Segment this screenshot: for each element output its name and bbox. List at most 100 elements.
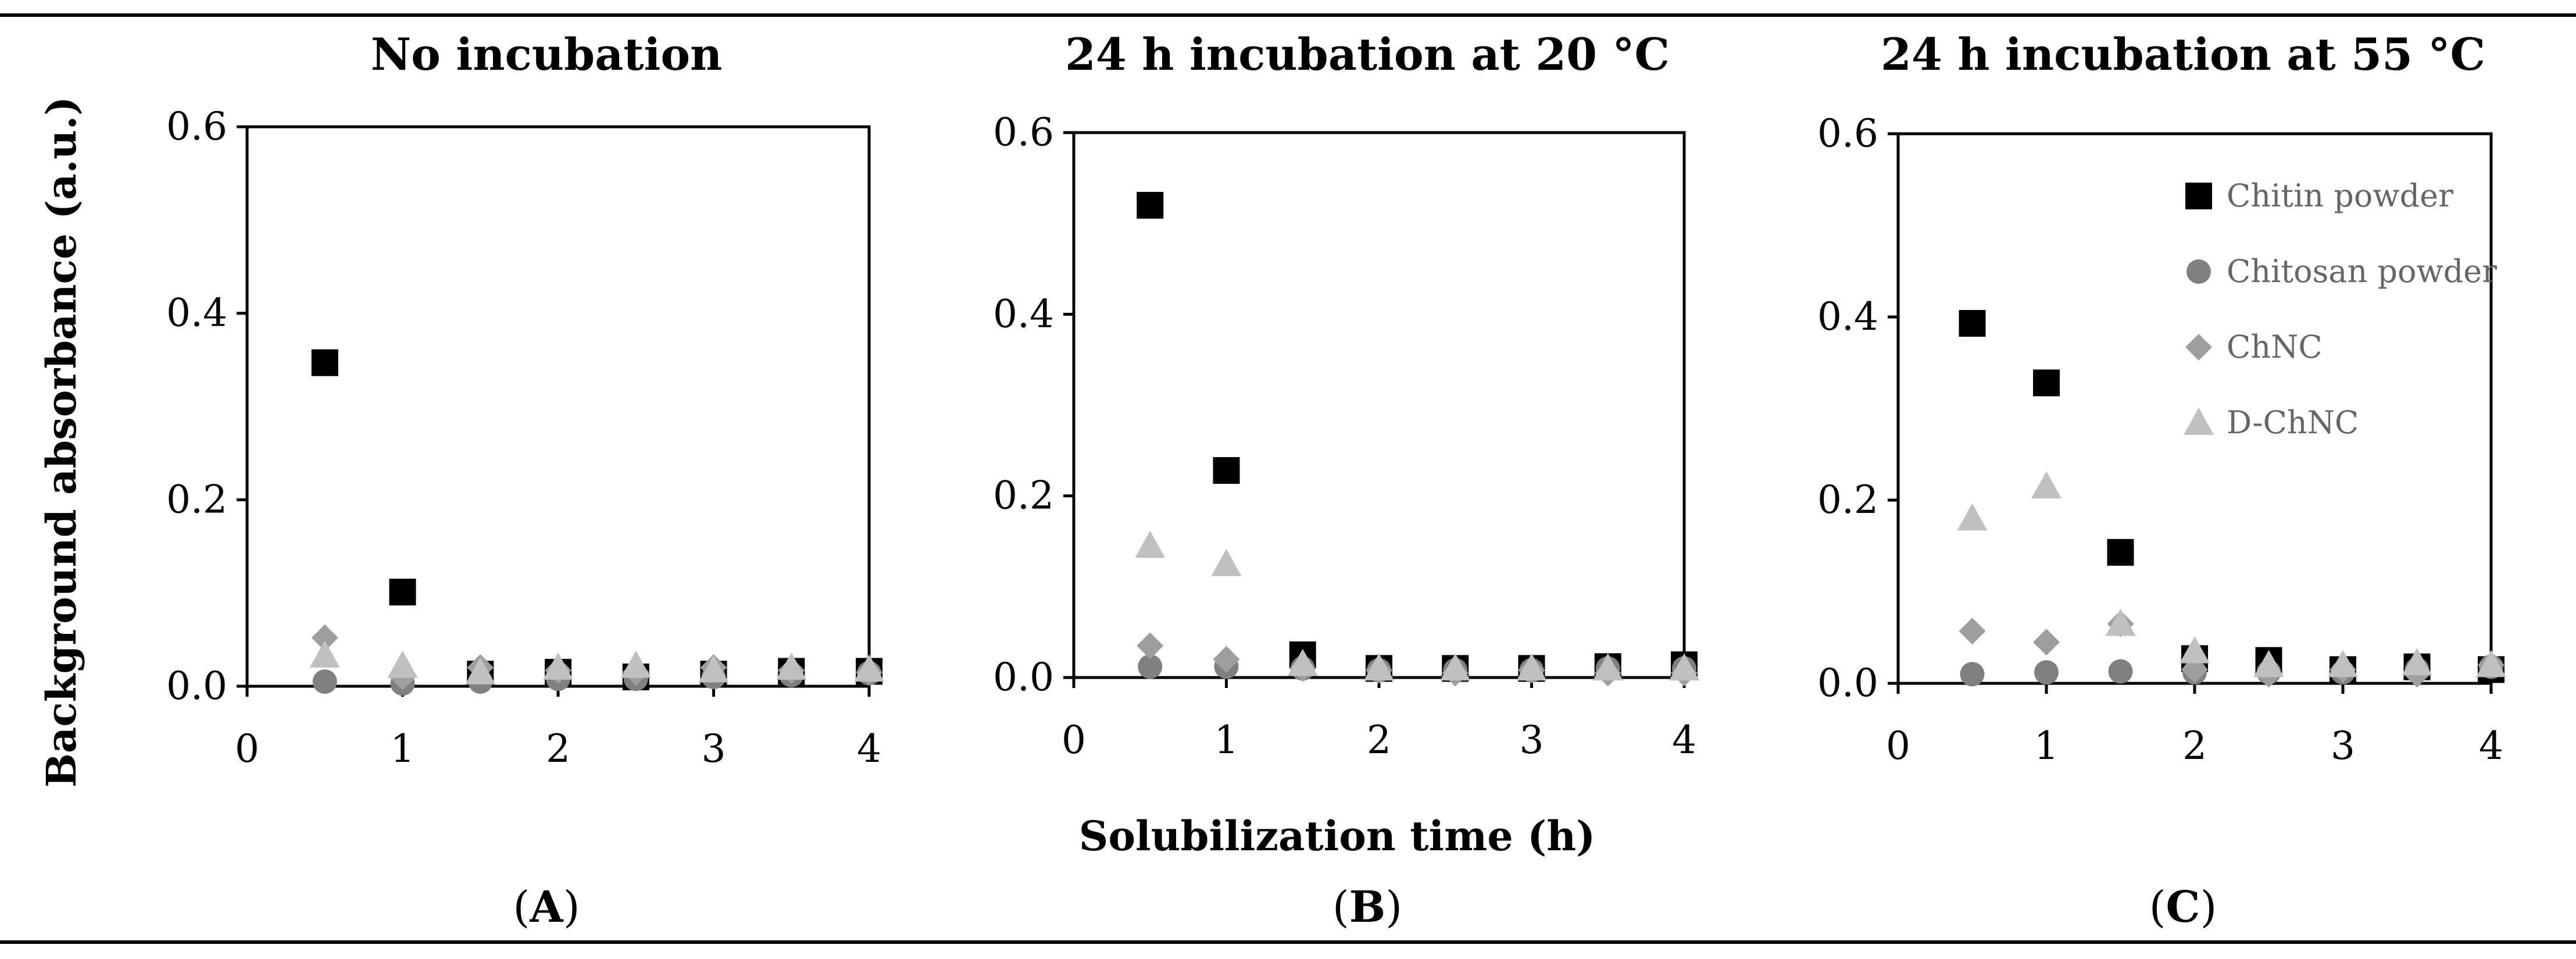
y-tick-label: 0.0 <box>993 655 1054 700</box>
data-point <box>543 652 573 680</box>
y-tick-label: 0.0 <box>1817 661 1878 705</box>
x-tick-label: 3 <box>2331 723 2355 768</box>
x-tick-label: 1 <box>1214 718 1239 762</box>
y-tick-label: 0.2 <box>166 477 227 522</box>
x-tick-label: 3 <box>1520 718 1544 762</box>
x-tick-label: 0 <box>235 726 259 771</box>
y-tick-label: 0.2 <box>993 473 1054 518</box>
data-point <box>2034 660 2059 685</box>
data-point <box>2402 648 2432 676</box>
data-point <box>312 669 337 694</box>
x-tick-label: 0 <box>1886 723 1910 768</box>
panel-title: 24 h incubation at 20 °C <box>1065 28 1670 80</box>
panel-title: 24 h incubation at 55 °C <box>1881 28 2485 80</box>
y-tick-label: 0.4 <box>166 291 227 336</box>
x-tick-label: 4 <box>1672 718 1696 762</box>
data-point <box>2107 539 2134 566</box>
data-point <box>776 652 807 680</box>
data-point <box>1959 310 1986 337</box>
legend-label: Chitosan powder <box>2227 253 2497 290</box>
data-point <box>1364 653 1394 681</box>
legend-marker <box>2185 334 2212 361</box>
x-tick-label: 0 <box>1062 718 1086 762</box>
panel-a: No incubation 0.0 0.2 0.4 0.6 0 1 2 3 4 (A) <box>166 28 884 932</box>
data-point <box>1211 548 1242 576</box>
series-d-chnc <box>1957 471 2506 678</box>
data-point <box>2031 471 2061 499</box>
x-tick-label: 1 <box>2034 723 2059 768</box>
legend-label: ChNC <box>2227 329 2323 365</box>
data-point <box>2180 636 2210 664</box>
data-point <box>1137 191 1164 219</box>
data-point <box>2033 369 2060 397</box>
y-tick-label: 0.2 <box>1817 477 1878 522</box>
data-point <box>1213 457 1240 484</box>
data-point <box>1137 632 1164 659</box>
plot-frame <box>1072 131 1686 679</box>
x-tick-label: 2 <box>2182 723 2207 768</box>
panel-b: 24 h incubation at 20 °C 0.0 0.2 0.4 0.6 0 1 2 3… <box>993 28 1699 932</box>
panels: No incubation 0.0 0.2 0.4 0.6 0 1 2 3 4 (A) 24 h in… <box>166 28 2506 932</box>
data-point <box>2476 650 2506 678</box>
data-point <box>1516 653 1547 681</box>
legend-item: ChNC <box>2185 329 2323 365</box>
data-point <box>698 655 729 683</box>
legend-label: D-ChNC <box>2227 404 2359 441</box>
data-point <box>1592 653 1623 681</box>
data-point <box>2105 608 2136 636</box>
series-chitin-powder <box>311 349 883 690</box>
data-point <box>1135 530 1166 558</box>
data-point <box>1440 653 1471 681</box>
y-tick-label: 0.6 <box>1817 111 1878 156</box>
data-point <box>1960 662 1985 687</box>
legend-marker <box>2184 408 2214 435</box>
data-point <box>1957 503 1988 531</box>
y-tick-label: 0.0 <box>166 664 227 708</box>
x-tick-label: 2 <box>546 726 570 771</box>
data-point <box>389 579 416 606</box>
y-axis-label: Background absorbance (a.u.) <box>37 97 85 788</box>
plot-frame <box>245 125 871 688</box>
y-tick-label: 0.4 <box>1817 294 1878 339</box>
data-point <box>854 654 884 682</box>
data-point <box>2253 650 2284 678</box>
data-point <box>2108 659 2133 684</box>
panel-title: No incubation <box>371 28 723 80</box>
panel-label: (B) <box>1332 882 1402 932</box>
legend-marker <box>2185 183 2212 209</box>
x-tick-label: 2 <box>1367 718 1391 762</box>
panel-label: (C) <box>2149 882 2217 932</box>
data-point <box>387 650 418 678</box>
y-tick-label: 0.6 <box>166 104 227 149</box>
data-point <box>1959 618 1986 645</box>
legend-item: D-ChNC <box>2184 404 2359 441</box>
x-tick-label: 1 <box>391 726 415 771</box>
data-point <box>2033 629 2060 656</box>
series-d-chnc <box>1135 530 1699 681</box>
y-tick-label: 0.4 <box>993 291 1054 336</box>
panel-label: (A) <box>513 882 580 932</box>
legend: Chitin powder Chitosan powder ChNC D-ChNC <box>2184 177 2497 441</box>
legend-item: Chitosan powder <box>2186 253 2497 290</box>
series-d-chnc <box>309 640 884 685</box>
data-point <box>2328 650 2358 678</box>
data-point <box>1287 648 1318 676</box>
data-point <box>1138 654 1163 679</box>
data-point <box>311 349 338 376</box>
data-point <box>1669 653 1699 681</box>
data-point <box>620 650 651 678</box>
y-tick-label: 0.6 <box>993 110 1054 155</box>
data-point <box>465 657 496 685</box>
x-tick-label: 3 <box>702 726 726 771</box>
legend-item: Chitin powder <box>2185 177 2453 214</box>
legend-marker <box>2186 259 2211 284</box>
panel-c: 24 h incubation at 55 °C 0.0 0.2 0.4 0.6 0 1 2 3… <box>1817 28 2506 932</box>
x-axis-label: Solubilization time (h) <box>1079 812 1595 860</box>
legend-label: Chitin powder <box>2227 177 2453 214</box>
plot-frame <box>1896 132 2493 685</box>
data-point <box>309 640 340 668</box>
x-tick-label: 4 <box>857 726 881 771</box>
series-chitin-powder <box>1137 191 1698 682</box>
data-point <box>1213 646 1240 673</box>
